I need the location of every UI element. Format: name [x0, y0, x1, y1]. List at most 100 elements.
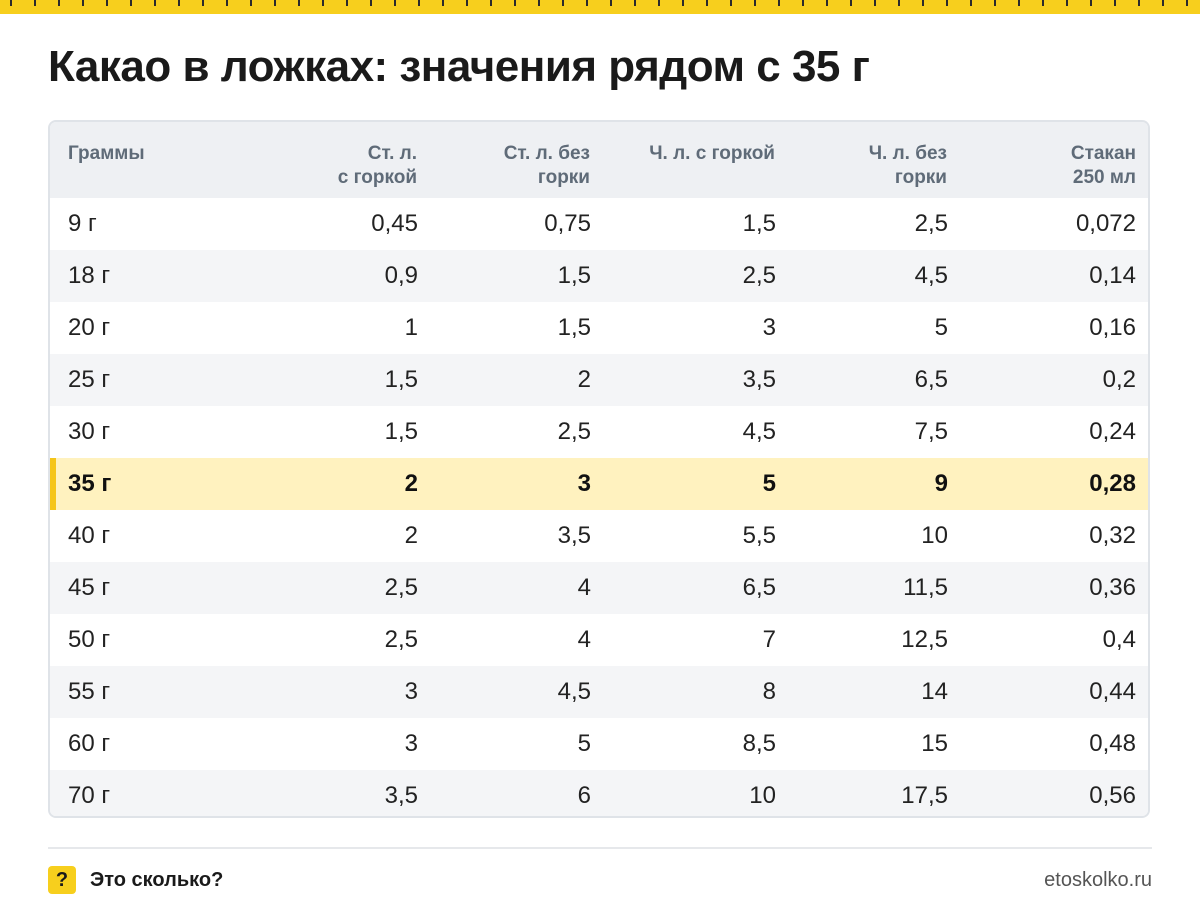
value-cell: 1,5 [557, 262, 591, 289]
table-row: 50 г 2,5 4 7 12,5 0,4 [50, 614, 1148, 666]
table-row: 9 г 0,45 0,75 1,5 2,5 0,072 [50, 198, 1148, 250]
value-cell: 4 [577, 574, 591, 601]
value-cell: 0,44 [1089, 678, 1136, 705]
value-cell: 0,48 [1089, 730, 1136, 757]
grams-cell: 18 г [68, 262, 111, 289]
column-header: Ст. л. без горки [418, 122, 591, 198]
value-cell: 0,45 [371, 210, 418, 237]
value-cell: 10 [749, 782, 776, 809]
table-header: Граммы Ст. л. с горкой Ст. л. без горки Ч. л.… [50, 122, 1148, 198]
value-cell: 3 [404, 678, 418, 705]
table-row: 70 г 3,5 6 10 17,5 0,56 [50, 770, 1148, 816]
column-header-line: Граммы [68, 143, 145, 164]
value-cell: 0,28 [1089, 470, 1136, 497]
column-header-line: Ст. л. [367, 143, 417, 164]
page-title: Какао в ложках: значения рядом с 35 г [48, 42, 870, 91]
table-row: 25 г 1,5 2 3,5 6,5 0,2 [50, 354, 1148, 406]
column-header-line: 250 мл [1072, 167, 1136, 188]
footer-brand: Это сколько? [90, 869, 224, 891]
value-cell: 0,36 [1089, 574, 1136, 601]
column-header-line: с горкой [337, 167, 417, 188]
column-header-line: Ч. л. с горкой [649, 143, 775, 164]
conversion-table: Граммы Ст. л. с горкой Ст. л. без горки Ч. л.… [48, 120, 1150, 818]
value-cell: 1 [404, 314, 418, 341]
value-cell: 3 [404, 730, 418, 757]
value-cell: 1,5 [742, 210, 776, 237]
table-row: 18 г 0,9 1,5 2,5 4,5 0,14 [50, 250, 1148, 302]
value-cell: 0,16 [1089, 314, 1136, 341]
footer-site-link[interactable]: etoskolko.ru [1044, 869, 1152, 891]
value-cell: 7 [762, 626, 776, 653]
value-cell: 1,5 [384, 418, 418, 445]
value-cell: 14 [921, 678, 948, 705]
value-cell: 0,75 [544, 210, 591, 237]
column-header: Стакан 250 мл [948, 122, 1148, 198]
value-cell: 0,24 [1089, 418, 1136, 445]
table-row: 30 г 1,5 2,5 4,5 7,5 0,24 [50, 406, 1148, 458]
value-cell: 11,5 [903, 574, 948, 601]
table-row: 60 г 3 5 8,5 15 0,48 [50, 718, 1148, 770]
value-cell: 2,5 [742, 262, 776, 289]
column-header: Ч. л. с горкой [591, 122, 776, 198]
value-cell: 7,5 [914, 418, 948, 445]
value-cell: 9 [934, 470, 948, 497]
grams-cell: 45 г [68, 574, 111, 601]
table-row: 20 г 1 1,5 3 5 0,16 [50, 302, 1148, 354]
value-cell: 8,5 [742, 730, 776, 757]
grams-cell: 40 г [68, 522, 111, 549]
table-row: 40 г 2 3,5 5,5 10 0,32 [50, 510, 1148, 562]
value-cell: 4 [577, 626, 591, 653]
value-cell: 2,5 [384, 626, 418, 653]
column-header-line: Стакан [1070, 143, 1136, 164]
column-header: Граммы [50, 122, 250, 198]
value-cell: 3,5 [384, 782, 418, 809]
column-header: Ст. л. с горкой [250, 122, 418, 198]
column-header-line: Ст. л. без [503, 143, 590, 164]
value-cell: 2 [404, 470, 418, 497]
value-cell: 3 [577, 470, 591, 497]
value-cell: 6,5 [742, 574, 776, 601]
value-cell: 2 [404, 522, 418, 549]
grams-cell: 60 г [68, 730, 111, 757]
value-cell: 2,5 [557, 418, 591, 445]
value-cell: 5 [577, 730, 591, 757]
value-cell: 4,5 [557, 678, 591, 705]
value-cell: 2,5 [914, 210, 948, 237]
value-cell: 2 [577, 366, 591, 393]
value-cell: 5,5 [742, 522, 776, 549]
value-cell: 12,5 [901, 626, 948, 653]
grams-cell: 25 г [68, 366, 111, 393]
value-cell: 0,14 [1089, 262, 1136, 289]
column-header-line: горки [894, 167, 947, 188]
value-cell: 0,4 [1102, 626, 1136, 653]
value-cell: 3,5 [742, 366, 776, 393]
value-cell: 1,5 [557, 314, 591, 341]
value-cell: 3 [762, 314, 776, 341]
value-cell: 0,32 [1089, 522, 1136, 549]
grams-cell: 30 г [68, 418, 111, 445]
grams-cell: 9 г [68, 210, 97, 237]
value-cell: 0,56 [1089, 782, 1136, 809]
value-cell: 4,5 [742, 418, 776, 445]
value-cell: 15 [921, 730, 948, 757]
value-cell: 0,9 [384, 262, 418, 289]
value-cell: 5 [762, 470, 776, 497]
column-header-line: Ч. л. без [868, 143, 947, 164]
value-cell: 0,2 [1102, 366, 1136, 393]
grams-cell: 35 г [50, 458, 250, 510]
grams-cell: 20 г [68, 314, 111, 341]
ruler-strip [0, 0, 1200, 14]
footer-divider [48, 847, 1152, 849]
column-header-line: горки [537, 167, 590, 188]
value-cell: 10 [921, 522, 948, 549]
value-cell: 2,5 [384, 574, 418, 601]
table-body: 9 г 0,45 0,75 1,5 2,5 0,072 18 г 0,9 1,5 2,5 4,5 0,… [50, 198, 1148, 816]
value-cell: 6,5 [914, 366, 948, 393]
column-header: Ч. л. без горки [776, 122, 948, 198]
value-cell: 3,5 [557, 522, 591, 549]
table-row: 55 г 3 4,5 8 14 0,44 [50, 666, 1148, 718]
value-cell: 6 [577, 782, 591, 809]
grams-cell: 70 г [68, 782, 111, 809]
value-cell: 8 [762, 678, 776, 705]
value-cell: 4,5 [914, 262, 948, 289]
